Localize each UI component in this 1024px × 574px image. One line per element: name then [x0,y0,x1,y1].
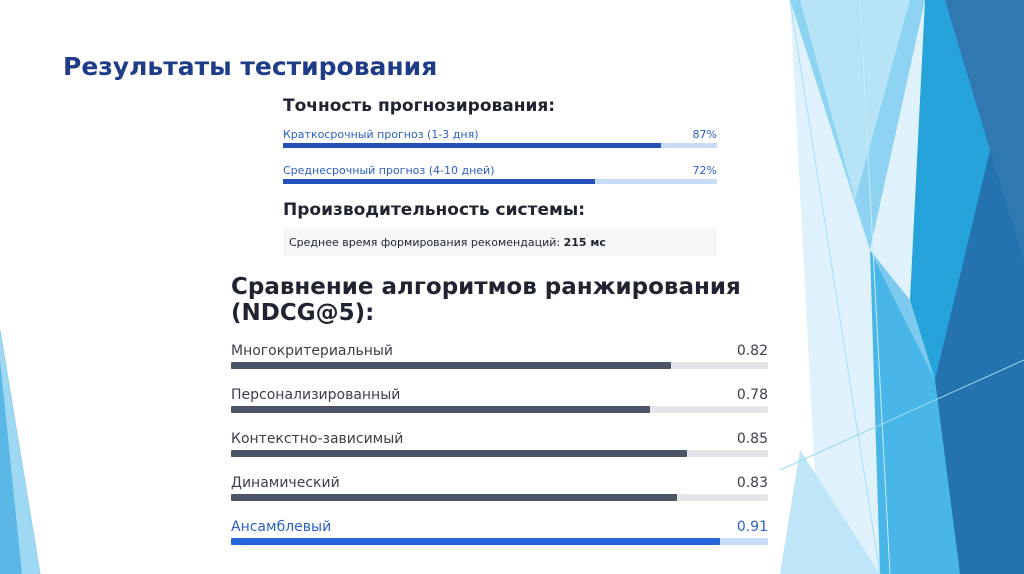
progress-fill [283,143,661,148]
score-track [231,450,768,457]
progress-track [283,179,717,184]
slide-title: Результаты тестирования [63,52,438,81]
algorithm-label: Контекстно-зависимый [231,431,404,447]
performance-label: Среднее время формирования рекомендаций: [289,236,561,249]
score-fill [231,406,650,413]
algorithm-value: 0.85 [736,431,768,447]
score-fill [231,450,688,457]
right-decoration [779,0,1024,574]
algorithm-label: Ансамблевый [231,519,332,535]
comparison-heading: Сравнение алгоритмов ранжирования (NDCG@… [231,274,741,326]
algorithm-row: Многокритериальный 0.82 [231,343,768,373]
score-track [231,362,768,369]
accuracy-item-medium-term: Среднесрочный прогноз (4-10 дней) 72% [283,164,717,190]
algorithm-label: Динамический [231,475,340,491]
algorithm-row: Контекстно-зависимый 0.85 [231,431,768,461]
algorithm-value: 0.83 [736,475,768,491]
accuracy-label: Краткосрочный прогноз (1-3 дня) [283,128,479,141]
algorithm-row: Персонализированный 0.78 [231,387,768,417]
performance-heading: Производительность системы: [283,200,586,220]
accuracy-value: 72% [692,164,717,177]
comparison-heading-line2: (NDCG@5): [231,300,375,326]
score-track [231,538,768,545]
algorithm-value: 0.91 [736,519,768,535]
performance-value: 215 мс [563,236,606,249]
progress-track [283,143,717,148]
algorithm-value: 0.78 [736,387,768,403]
algorithm-value: 0.82 [736,343,768,359]
score-fill [231,494,677,501]
algorithm-label: Персонализированный [231,387,401,403]
performance-text: Среднее время формирования рекомендаций:… [289,236,606,249]
algorithm-row-highlighted: Ансамблевый 0.91 [231,519,768,549]
algorithm-label: Многокритериальный [231,343,393,359]
accuracy-heading: Точность прогнозирования: [283,96,556,116]
accuracy-item-short-term: Краткосрочный прогноз (1-3 дня) 87% [283,128,717,154]
score-track [231,406,768,413]
algorithm-row: Динамический 0.83 [231,475,768,505]
accuracy-value: 87% [692,128,717,141]
score-track [231,494,768,501]
accuracy-label: Среднесрочный прогноз (4-10 дней) [283,164,495,177]
comparison-heading-line1: Сравнение алгоритмов ранжирования [231,274,741,300]
left-decoration [0,329,41,574]
score-fill [231,362,672,369]
performance-box: Среднее время формирования рекомендаций:… [283,228,717,256]
progress-fill [283,179,596,184]
score-fill [231,538,720,545]
